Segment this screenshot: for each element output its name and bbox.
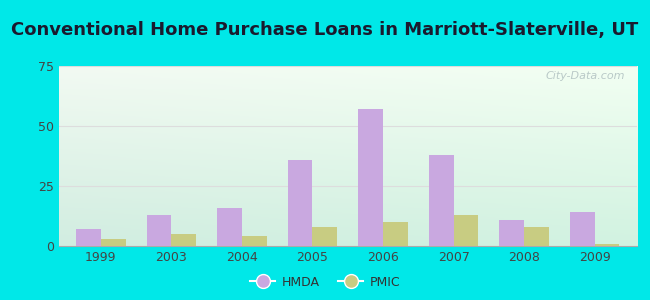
Bar bbox=[76, 229, 101, 246]
Bar bbox=[313, 227, 337, 246]
Bar bbox=[101, 239, 125, 246]
Bar bbox=[147, 215, 172, 246]
Text: City-Data.com: City-Data.com bbox=[546, 71, 625, 81]
Text: Conventional Home Purchase Loans in Marriott-Slaterville, UT: Conventional Home Purchase Loans in Marr… bbox=[12, 21, 638, 39]
Bar bbox=[595, 244, 619, 246]
Bar bbox=[499, 220, 524, 246]
Bar bbox=[570, 212, 595, 246]
Bar bbox=[524, 227, 549, 246]
Bar bbox=[358, 109, 383, 246]
Bar bbox=[454, 215, 478, 246]
Bar bbox=[242, 236, 266, 246]
Bar bbox=[429, 155, 454, 246]
Bar bbox=[288, 160, 313, 246]
Legend: HMDA, PMIC: HMDA, PMIC bbox=[245, 271, 405, 294]
Bar bbox=[383, 222, 408, 246]
Bar bbox=[217, 208, 242, 246]
Bar bbox=[172, 234, 196, 246]
